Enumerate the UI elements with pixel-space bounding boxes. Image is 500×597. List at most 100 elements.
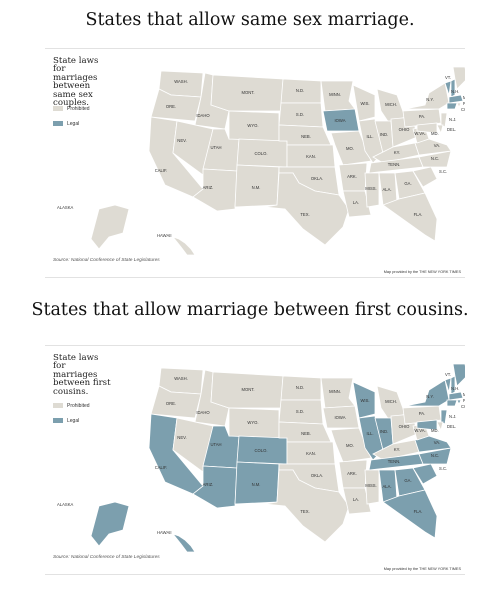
state-label: MD. (431, 131, 439, 136)
state-label: CALIF. (155, 168, 168, 173)
state-nh (450, 78, 456, 98)
state-label: FLA. (414, 509, 423, 514)
state-label: VA. (434, 440, 440, 445)
state-tex (264, 172, 350, 246)
state-label: ARK. (347, 471, 357, 476)
state-mass (448, 94, 464, 104)
state-label: LA. (353, 497, 359, 502)
state-del (436, 421, 444, 432)
state-label: HAWAII (157, 233, 172, 238)
state-label: MICH. (385, 399, 397, 404)
state-label: UTAH (210, 145, 221, 150)
state-label: N.Y. (426, 394, 434, 399)
state-wis (352, 84, 376, 122)
state-label: HAWAII (157, 530, 172, 535)
state-label: ALASKA (57, 205, 74, 210)
state-label: N.H. (451, 386, 459, 391)
state-label: WASH. (174, 79, 188, 84)
state-label: KY. (394, 150, 400, 155)
state-label: ARIZ. (203, 185, 214, 190)
state-label: TEX. (300, 212, 309, 217)
state-label: MONT. (241, 387, 254, 392)
state-del (436, 124, 444, 135)
state-label: TENN. (388, 162, 401, 167)
state-label: KAN. (306, 451, 316, 456)
state-label: WIS. (360, 101, 369, 106)
state-vt (444, 377, 452, 393)
state-label: W.VA. (414, 428, 425, 433)
state-ore (150, 385, 202, 419)
state-label: TENN. (388, 459, 401, 464)
state-mont (210, 74, 284, 112)
state-label: OKLA. (311, 473, 323, 478)
state-vt (444, 80, 452, 96)
state-label: ORE. (166, 401, 176, 406)
state-label: GA. (404, 478, 411, 483)
state-label: WYO. (247, 123, 258, 128)
state-label: N.M. (252, 185, 261, 190)
state-nj (440, 112, 448, 128)
state-minn (320, 80, 356, 112)
state-conn (446, 102, 458, 110)
state-label: MO. (346, 443, 354, 448)
state-label: R.I. (463, 398, 465, 403)
state-sc (412, 166, 438, 188)
state-label: WASH. (174, 376, 188, 381)
panel-title: State laws for marriages between first c… (53, 353, 111, 397)
state-label: IOWA (334, 415, 345, 420)
state-label: NEV. (177, 138, 186, 143)
map-panel-first-cousins: WASH. ORE. CALIF. IDAHO NEV. UTAH ARIZ. MONT. WY… (45, 345, 465, 575)
state-label: MD. (431, 428, 439, 433)
state-label: COLO. (254, 448, 267, 453)
state-label: IDAHO (196, 410, 210, 415)
state-label: ARIZ. (203, 482, 214, 487)
state-label: NEB. (301, 134, 311, 139)
state-label: ALA. (382, 187, 391, 192)
state-label: N.Y. (426, 97, 434, 102)
state-md (416, 122, 438, 134)
state-label: COLO. (254, 151, 267, 156)
state-sc (412, 463, 438, 485)
map-title-first-cousins: States that allow marriage between first… (31, 300, 469, 320)
state-miss (364, 469, 380, 505)
state-hawaii (171, 533, 196, 553)
state-label: MISS. (365, 483, 376, 488)
state-label: MO. (346, 146, 354, 151)
state-label: MINN. (329, 389, 341, 394)
state-label: S.D. (296, 409, 304, 414)
legend-prohibited: Prohibited (53, 403, 90, 409)
state-label: N.J. (449, 414, 456, 419)
legend-legal: Legal (53, 418, 79, 424)
state-label: CONN. (461, 107, 465, 112)
state-label: N.J. (449, 117, 456, 122)
state-label: MINN. (329, 92, 341, 97)
state-label: N.D. (296, 88, 304, 93)
state-hawaii (171, 236, 196, 256)
state-label: ALASKA (57, 502, 74, 507)
state-ny (404, 379, 450, 407)
state-label: N.M. (252, 482, 261, 487)
state-label: GA. (404, 181, 411, 186)
state-fla (382, 192, 438, 242)
state-label: TEX. (300, 509, 309, 514)
state-label: S.D. (296, 112, 304, 117)
state-label: IND. (380, 429, 388, 434)
state-md (416, 419, 438, 431)
state-alaska (90, 204, 130, 250)
state-ore (150, 88, 202, 122)
us-map-first-cousins: WASH. ORE. CALIF. IDAHO NEV. UTAH ARIZ. MONT. WY… (57, 363, 465, 553)
state-label: VT. (445, 372, 451, 377)
state-miss (364, 172, 380, 208)
state-la (342, 190, 372, 218)
state-label: VT. (445, 75, 451, 80)
state-label: MISS. (365, 186, 376, 191)
state-mont (210, 371, 284, 409)
state-label: MASS. (463, 95, 465, 100)
state-me (452, 66, 465, 90)
state-label: PA. (419, 411, 425, 416)
state-label: WIS. (360, 398, 369, 403)
state-label: MONT. (241, 90, 254, 95)
state-label: N.C. (431, 453, 439, 458)
state-label: R.I. (463, 101, 465, 106)
state-label: ALA. (382, 484, 391, 489)
